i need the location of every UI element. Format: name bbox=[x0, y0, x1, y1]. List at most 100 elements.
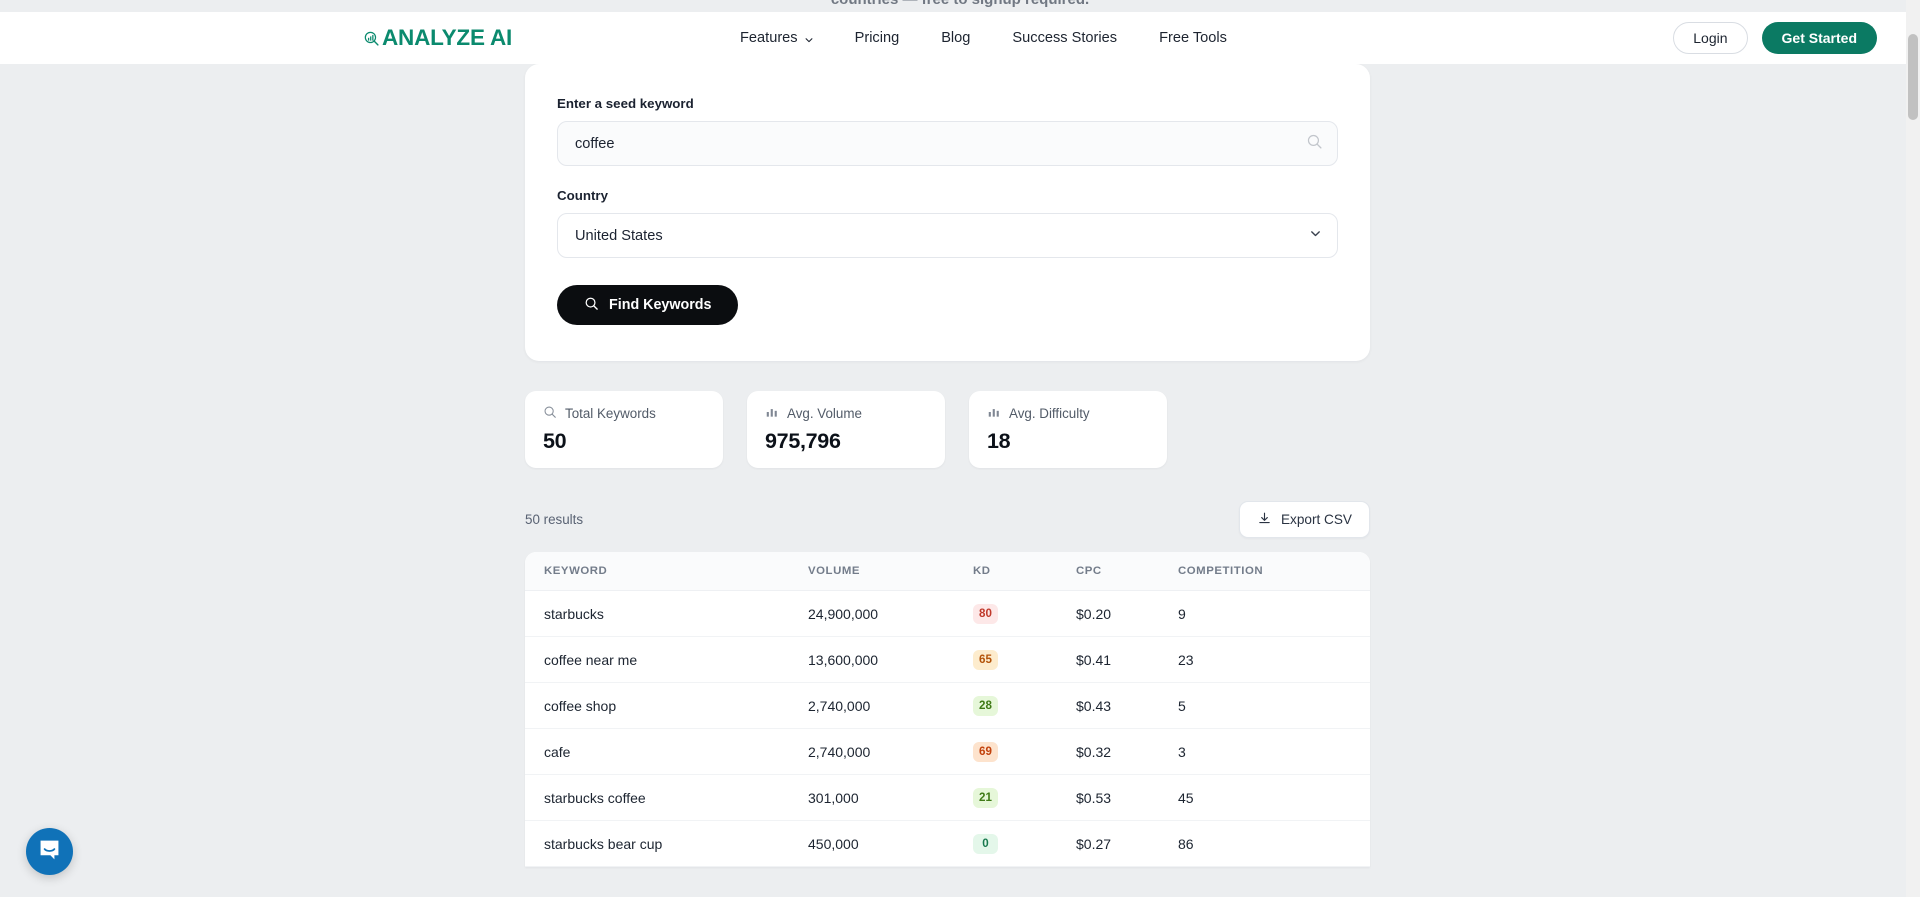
column-header-volume[interactable]: VOLUME bbox=[808, 552, 973, 591]
column-header-keyword[interactable]: KEYWORD bbox=[525, 552, 808, 591]
download-icon bbox=[1257, 511, 1272, 529]
stat-header: Total Keywords bbox=[543, 405, 705, 422]
cell-competition: 23 bbox=[1178, 636, 1370, 683]
nav-item-label: Pricing bbox=[854, 30, 900, 46]
kd-badge: 28 bbox=[973, 695, 998, 716]
find-keywords-label: Find Keywords bbox=[609, 297, 712, 313]
table-row[interactable]: starbucks 24,900,000 80 $0.20 9 bbox=[525, 590, 1370, 637]
stat-label: Avg. Volume bbox=[787, 406, 862, 421]
country-label: Country bbox=[557, 188, 608, 203]
find-keywords-button[interactable]: Find Keywords bbox=[557, 285, 739, 325]
cell-keyword: cafe bbox=[525, 728, 808, 775]
cell-kd: 0 bbox=[973, 820, 1076, 867]
cell-cpc: $0.20 bbox=[1076, 590, 1178, 637]
bar-chart-icon bbox=[987, 405, 1001, 422]
nav-item-pricing[interactable]: Pricing bbox=[855, 30, 900, 46]
table-header-row: KEYWORD VOLUME KD CPC COMPETITION bbox=[525, 552, 1370, 591]
kd-badge: 69 bbox=[973, 741, 998, 762]
page-scrollbar-track[interactable] bbox=[1906, 0, 1920, 897]
cell-keyword: coffee near me bbox=[525, 636, 808, 683]
cell-cpc: $0.27 bbox=[1076, 820, 1178, 867]
table-row[interactable]: starbucks coffee 301,000 21 $0.53 45 bbox=[525, 774, 1370, 821]
stat-value: 18 bbox=[987, 429, 1011, 453]
cell-volume: 450,000 bbox=[808, 820, 973, 867]
cell-keyword: starbucks bbox=[525, 590, 808, 637]
export-csv-button[interactable]: Export CSV bbox=[1238, 501, 1370, 538]
stat-header: Avg. Volume bbox=[765, 405, 927, 422]
chevron-down-icon bbox=[804, 33, 813, 42]
promo-banner-text: countries — free to signup required. bbox=[831, 0, 1089, 8]
cell-volume: 2,740,000 bbox=[808, 728, 973, 775]
nav-item-label: Free Tools bbox=[1159, 30, 1227, 46]
magnifier-bar-chart-icon bbox=[363, 30, 380, 47]
cell-kd: 21 bbox=[973, 774, 1076, 821]
stat-value: 50 bbox=[543, 429, 567, 453]
column-header-kd[interactable]: KD bbox=[973, 552, 1076, 591]
cell-competition: 9 bbox=[1178, 590, 1370, 637]
keywords-table-card: KEYWORD VOLUME KD CPC COMPETITION starbu… bbox=[525, 552, 1370, 867]
country-select[interactable] bbox=[557, 213, 1338, 258]
nav-item-label: Success Stories bbox=[1012, 30, 1118, 46]
cell-kd: 28 bbox=[973, 682, 1076, 729]
kd-badge: 65 bbox=[973, 649, 998, 670]
stat-label: Avg. Difficulty bbox=[1009, 406, 1090, 421]
table-row[interactable]: coffee near me 13,600,000 65 $0.41 23 bbox=[525, 636, 1370, 683]
kd-badge: 0 bbox=[973, 833, 998, 854]
nav-item-label: Features bbox=[740, 30, 798, 46]
cell-kd: 69 bbox=[973, 728, 1076, 775]
nav-item-features[interactable]: Features bbox=[740, 30, 813, 46]
cell-volume: 2,740,000 bbox=[808, 682, 973, 729]
nav-item-blog[interactable]: Blog bbox=[941, 30, 970, 46]
country-field-wrap bbox=[557, 213, 1338, 258]
nav-item-free-tools[interactable]: Free Tools bbox=[1159, 30, 1227, 46]
main-nav: Features Pricing Blog Success Stories Fr… bbox=[740, 30, 1227, 46]
seed-keyword-field-wrap bbox=[557, 121, 1338, 166]
promo-banner: countries — free to signup required. bbox=[0, 0, 1920, 12]
stat-card-avg-difficulty: Avg. Difficulty 18 bbox=[969, 391, 1167, 468]
kd-badge: 21 bbox=[973, 787, 998, 808]
keyword-search-card: Enter a seed keyword Country bbox=[525, 64, 1370, 361]
seed-keyword-label: Enter a seed keyword bbox=[557, 96, 694, 111]
cell-kd: 80 bbox=[973, 590, 1076, 637]
results-count: 50 results bbox=[525, 512, 584, 527]
cell-competition: 86 bbox=[1178, 820, 1370, 867]
search-icon bbox=[584, 296, 599, 315]
seed-keyword-input[interactable] bbox=[557, 121, 1338, 166]
get-started-button[interactable]: Get Started bbox=[1761, 22, 1877, 54]
cell-competition: 5 bbox=[1178, 682, 1370, 729]
logo-text: ANALYZE AI bbox=[382, 25, 513, 50]
intercom-launcher-button[interactable] bbox=[26, 828, 73, 875]
cell-volume: 24,900,000 bbox=[808, 590, 973, 637]
stat-label: Total Keywords bbox=[565, 406, 656, 421]
table-row[interactable]: cafe 2,740,000 69 $0.32 3 bbox=[525, 728, 1370, 775]
cell-keyword: coffee shop bbox=[525, 682, 808, 729]
cell-volume: 13,600,000 bbox=[808, 636, 973, 683]
cell-volume: 301,000 bbox=[808, 774, 973, 821]
stat-card-total-keywords: Total Keywords 50 bbox=[525, 391, 723, 468]
column-header-cpc[interactable]: CPC bbox=[1076, 552, 1178, 591]
stat-value: 975,796 bbox=[765, 429, 841, 453]
column-header-competition[interactable]: COMPETITION bbox=[1178, 552, 1370, 591]
header-actions: Login Get Started bbox=[1673, 22, 1877, 54]
logo[interactable]: ANALYZE AI bbox=[363, 25, 512, 51]
table-head: KEYWORD VOLUME KD CPC COMPETITION bbox=[525, 552, 1370, 591]
cell-keyword: starbucks coffee bbox=[525, 774, 808, 821]
cell-cpc: $0.43 bbox=[1076, 682, 1178, 729]
stats-row: Total Keywords 50 Avg. Volume 975,796 bbox=[525, 391, 1370, 468]
bar-chart-icon bbox=[765, 405, 779, 422]
results-bar: 50 results Export CSV bbox=[525, 501, 1370, 538]
cell-competition: 3 bbox=[1178, 728, 1370, 775]
intercom-chat-icon bbox=[37, 837, 62, 867]
cell-cpc: $0.53 bbox=[1076, 774, 1178, 821]
nav-item-label: Blog bbox=[941, 30, 971, 46]
login-button[interactable]: Login bbox=[1673, 22, 1748, 54]
nav-item-success-stories[interactable]: Success Stories bbox=[1012, 30, 1117, 46]
page-scrollbar-thumb[interactable] bbox=[1908, 34, 1918, 120]
keywords-table: KEYWORD VOLUME KD CPC COMPETITION starbu… bbox=[525, 552, 1370, 867]
table-row[interactable]: coffee shop 2,740,000 28 $0.43 5 bbox=[525, 682, 1370, 729]
cell-kd: 65 bbox=[973, 636, 1076, 683]
stat-header: Avg. Difficulty bbox=[987, 405, 1149, 422]
export-csv-label: Export CSV bbox=[1280, 512, 1352, 527]
table-row[interactable]: starbucks bear cup 450,000 0 $0.27 86 bbox=[525, 820, 1370, 867]
table-body: starbucks 24,900,000 80 $0.20 9 coffee n… bbox=[525, 590, 1370, 867]
